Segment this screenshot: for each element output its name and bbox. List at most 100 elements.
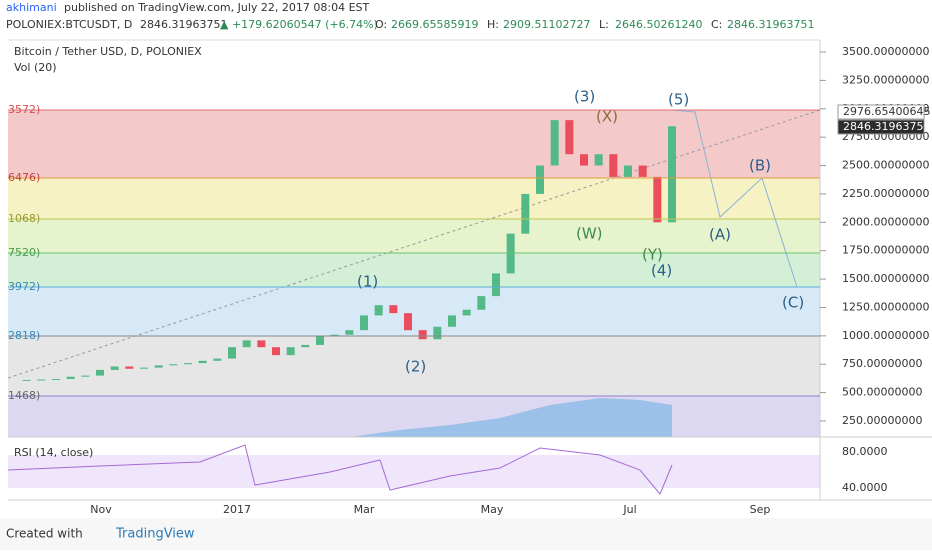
price-tag	[837, 119, 925, 135]
wave-label: (C)	[782, 294, 804, 312]
candle	[374, 305, 383, 316]
wave-label: (B)	[749, 157, 771, 175]
trend-line	[7, 109, 821, 379]
candle	[492, 273, 500, 297]
price-tag	[837, 104, 925, 120]
candle	[125, 366, 134, 369]
price-tag-label: 2976.65400645	[843, 105, 930, 118]
candle	[301, 344, 310, 348]
candle	[154, 365, 163, 368]
author[interactable]: akhimani	[6, 1, 57, 14]
candle	[37, 379, 46, 381]
candle	[22, 379, 31, 381]
candle	[316, 335, 324, 345]
candle	[96, 369, 104, 376]
y-tick-label: 2000.00000000	[842, 215, 929, 228]
rsi-tick: 40.0000	[842, 481, 888, 494]
candle	[286, 347, 295, 356]
x-tick-label: Sep	[750, 503, 771, 516]
candle	[550, 120, 559, 166]
candle	[536, 165, 544, 194]
candle	[521, 193, 530, 234]
wave-label: (1)	[357, 273, 378, 291]
candle	[594, 154, 603, 166]
candle	[228, 347, 236, 359]
candle	[580, 154, 588, 166]
y-tick-label: 1750.00000000	[842, 244, 929, 257]
candle	[213, 358, 222, 361]
candle	[169, 364, 178, 366]
wave-label: (2)	[405, 358, 426, 376]
wave-label: (Y)	[642, 246, 663, 264]
candle	[110, 366, 119, 370]
y-tick-label: 2500.00000000	[842, 159, 929, 172]
candle	[448, 315, 456, 327]
candle	[360, 315, 368, 331]
fib-label: 1468)	[8, 389, 40, 402]
wave-label: (X)	[596, 108, 618, 126]
candle	[272, 347, 280, 356]
candle	[433, 326, 442, 340]
ohlc-key: C:	[711, 18, 722, 31]
fib-label: 3572)	[8, 103, 40, 116]
ohlc-value: 2669.65585919	[391, 18, 478, 31]
ohlc-key: H:	[487, 18, 499, 31]
fib-band	[8, 336, 820, 396]
y-tick-label: 250.00000000	[842, 414, 922, 427]
price-tag-label: 2846.31963751	[843, 120, 930, 133]
change: ▲ +179.62060547 (+6.74%)	[220, 18, 378, 31]
footer-brand[interactable]: TradingView	[115, 527, 195, 542]
fib-label: 6476)	[8, 171, 40, 184]
candle	[609, 154, 618, 177]
candle	[81, 375, 90, 377]
y-tick-label: 750.00000000	[842, 357, 922, 370]
volume-area	[350, 398, 672, 437]
footer-created: Created with	[6, 527, 83, 541]
candle	[345, 330, 354, 335]
x-tick-label: 2017	[223, 503, 251, 516]
fib-band	[8, 287, 820, 336]
ohlc-key: O:	[375, 18, 387, 31]
candle	[653, 176, 662, 223]
ohlc-value: 2909.51102727	[503, 18, 590, 31]
volume-label: Vol (20)	[14, 61, 57, 74]
rsi-title: RSI (14, close)	[14, 446, 93, 459]
wave-label: (4)	[651, 262, 672, 280]
candle	[404, 313, 412, 331]
candle	[330, 334, 339, 336]
candle	[418, 330, 427, 340]
y-tick-label: 500.00000000	[842, 386, 922, 399]
fib-band	[8, 219, 820, 253]
y-tick-label: 3250.00000000	[842, 73, 929, 86]
candle	[184, 363, 192, 365]
fib-label: 1068)	[8, 212, 40, 225]
candle	[565, 120, 574, 155]
candle	[52, 378, 60, 380]
projection	[671, 109, 798, 288]
ohlc-value: 2646.50261240	[615, 18, 702, 31]
y-tick-label: 1000.00000000	[842, 329, 929, 342]
candle	[389, 305, 398, 314]
x-tick-label: Jul	[622, 503, 636, 516]
fib-band	[8, 110, 820, 178]
wave-label: (3)	[574, 88, 595, 106]
wave-label: (5)	[668, 91, 689, 109]
x-tick-label: Nov	[90, 503, 112, 516]
candle	[66, 376, 75, 379]
rsi-band	[8, 455, 820, 488]
y-tick-label: 1250.00000000	[842, 300, 929, 313]
pane-title: Bitcoin / Tether USD, D, POLONIEX	[14, 45, 202, 58]
x-tick-label: May	[481, 503, 504, 516]
ohlc-key: L:	[599, 18, 609, 31]
rsi-line	[7, 444, 673, 495]
y-tick-label: 3500.00000000	[842, 45, 929, 58]
last: 2846.31963751	[140, 18, 227, 31]
candle	[624, 165, 632, 177]
candle	[638, 165, 647, 177]
y-tick-label: 1500.00000000	[842, 272, 929, 285]
fib-label: 7520)	[8, 246, 40, 259]
candle	[198, 360, 207, 364]
candle	[506, 233, 515, 274]
candle	[140, 367, 148, 369]
fib-band	[8, 178, 820, 219]
